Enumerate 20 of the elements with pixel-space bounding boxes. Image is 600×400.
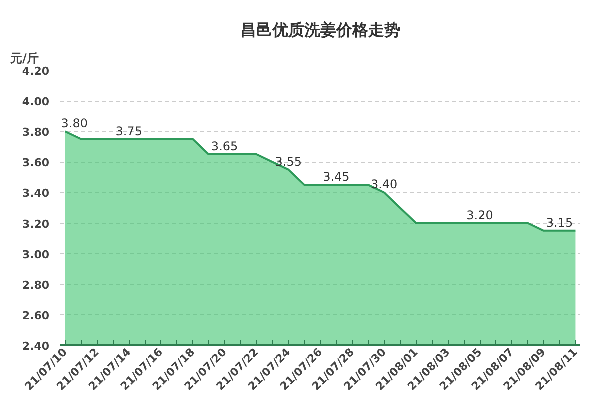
y-tick-label: 4.00 — [22, 96, 50, 109]
y-tick-label: 4.20 — [22, 65, 50, 78]
data-label: 3.15 — [546, 216, 574, 230]
y-axis-title: 元/斤 — [10, 52, 39, 66]
data-label: 3.75 — [116, 124, 142, 138]
data-label: 3.45 — [323, 170, 350, 184]
y-tick-label: 2.40 — [22, 340, 50, 353]
y-tick-label: 2.60 — [22, 309, 50, 322]
chart-title: 昌邑优质洗姜价格走势 — [240, 20, 400, 40]
data-label: 3.80 — [61, 116, 88, 131]
y-tick-label: 3.20 — [22, 218, 50, 231]
y-tick-label: 3.60 — [22, 156, 50, 170]
data-label: 3.55 — [275, 154, 302, 169]
y-tick-label: 3.00 — [22, 248, 50, 262]
data-label: 3.40 — [370, 178, 398, 192]
y-tick-label: 3.40 — [22, 187, 50, 200]
data-label: 3.20 — [466, 208, 494, 222]
y-tick-label: 3.80 — [22, 126, 50, 140]
data-label: 3.65 — [211, 140, 238, 154]
y-tick-label: 2.80 — [22, 278, 50, 292]
